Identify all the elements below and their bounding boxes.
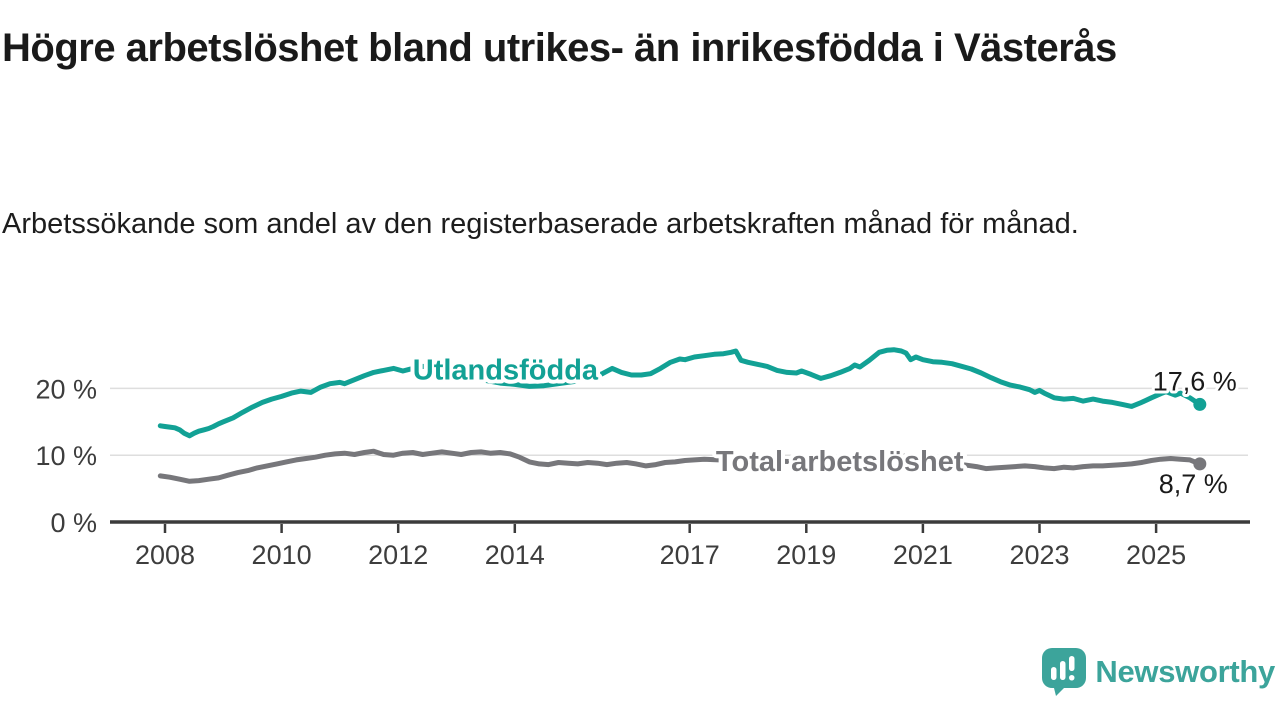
x-tick-label-2012: 2012 [368,540,428,570]
x-tick-label-2014: 2014 [485,540,545,570]
newsworthy-wordmark: Newsworthy [1095,654,1275,689]
x-tick-label-2023: 2023 [1009,540,1069,570]
newsworthy-bubble-chart-icon [1042,648,1087,696]
series-label-total-arbetsloshet: Total arbetslöshet [716,446,964,478]
end-value-labels: 17,6 % 8,7 % [1150,363,1240,501]
x-tick-label-2008: 2008 [135,540,195,570]
series-dots [1193,397,1207,471]
x-tick-label-2025: 2025 [1126,540,1186,570]
series-end-dot-utlandsfodda [1193,397,1207,411]
series-end-dot-total-arbetsloshet [1193,457,1207,471]
gridlines [110,387,1248,456]
x-tick-label-2017: 2017 [660,540,720,570]
y-tick-label-0: 0 % [50,508,97,538]
y-axis-labels: 0 % 10 % 20 % [35,374,97,538]
series-line-utlandsfodda [157,347,1203,439]
y-tick-label-10: 10 % [35,441,97,471]
x-tick-label-2019: 2019 [776,540,836,570]
x-tick-label-2010: 2010 [252,540,312,570]
series-line-total-arbetsloshet [157,448,1203,484]
end-value-label-utlandsfodda: 17,6 % [1153,366,1237,396]
end-value-label-total-arbetsloshet: 8,7 % [1159,469,1228,499]
chart-subtitle: Arbetssökande som andel av den registerb… [2,208,1079,240]
newsworthy-logo: Newsworthy [1041,647,1275,697]
series-label-utlandsfodda: Utlandsfödda [413,355,599,387]
x-tick-label-2021: 2021 [893,540,953,570]
series-labels: Utlandsfödda Total arbetslöshet [409,351,968,483]
chart-svg: 2008 2010 2012 2014 2017 2019 2021 2023 2025 0 %… [35,347,1250,570]
chart-area: 2008 2010 2012 2014 2017 2019 2021 2023 2025 0 %… [0,330,1280,580]
page-title: Högre arbetslöshet bland utrikes- än inr… [2,26,1117,70]
x-axis: 2008 2010 2012 2014 2017 2019 2021 2023 2025 [110,520,1250,570]
y-tick-label-20: 20 % [35,374,97,404]
series-lines [157,347,1203,484]
